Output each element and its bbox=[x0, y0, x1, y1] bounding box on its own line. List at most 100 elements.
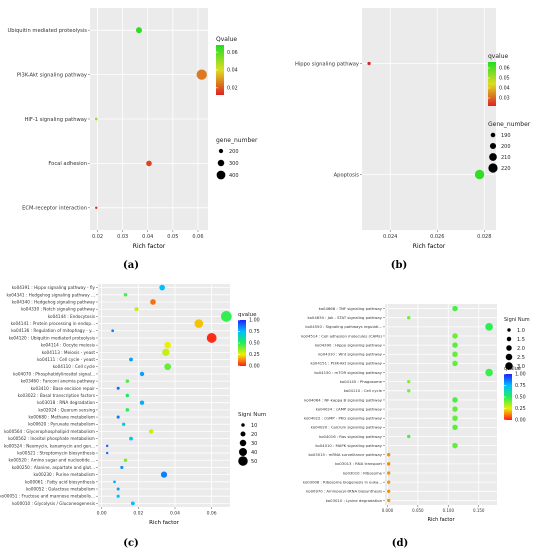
category-label: ko03010 : Ribosome bbox=[343, 470, 383, 475]
size-legend-point bbox=[505, 353, 513, 361]
size-legend-label: 1.0 bbox=[517, 328, 525, 334]
data-point bbox=[485, 323, 493, 331]
category-label: ko04630 : Jak - STAT signaling pathway bbox=[308, 315, 383, 320]
category-label: ECM-receptor interaction bbox=[22, 206, 87, 212]
category-label: ko03460 : Fanconi anemia pathway bbox=[21, 379, 96, 384]
category-label: Ubiquitin mediated proteolysis bbox=[7, 28, 87, 34]
category-label: HIF-1 signaling pathway bbox=[24, 117, 87, 123]
data-point bbox=[105, 451, 109, 455]
category-label: ko04070 : Phosphatidylinositol signal... bbox=[13, 371, 95, 376]
category-label: ko04151 : PI3K-Akt signaling pathway bbox=[311, 361, 383, 366]
category-label: ko03015 : mRNA surveillance pathway bbox=[308, 452, 382, 457]
color-legend-label: 0.05 bbox=[499, 76, 510, 82]
category-label: ko04391 : Hippo signaling pathway - fly bbox=[12, 285, 96, 290]
x-tick-label: 0.000 bbox=[382, 508, 394, 513]
x-tick-label: 0.150 bbox=[473, 508, 485, 513]
x-tick-label: 0.100 bbox=[443, 508, 455, 513]
data-point bbox=[386, 471, 391, 475]
category-label: ko04024 : cAMP signaling pathway bbox=[316, 406, 383, 411]
x-tick-label: 0.024 bbox=[383, 234, 397, 240]
category-label: ko00970 : Aminoacyl-tRNA biosynthesis bbox=[306, 489, 382, 494]
category-label: ko03022 : Basal transcription factors bbox=[18, 393, 95, 398]
category-label: ko03008 : Ribosome biogenesis in euka... bbox=[303, 479, 382, 484]
data-point bbox=[95, 206, 98, 210]
data-point bbox=[452, 424, 458, 431]
data-point bbox=[452, 351, 458, 357]
category-label: ko00562 : Inositol phosphate metabolism bbox=[8, 436, 95, 441]
color-legend-label: 0.25 bbox=[249, 352, 260, 358]
category-label: ko00230 : Purine metabolism bbox=[34, 472, 95, 477]
color-legend-label: 0.02 bbox=[227, 86, 238, 92]
data-point bbox=[386, 489, 391, 494]
category-label: ko00061 : Fatty acid biosynthesis bbox=[25, 479, 95, 484]
category-label: ko04141 : Protein processing in endop... bbox=[11, 321, 95, 326]
size-legend-label: 190 bbox=[501, 133, 511, 139]
data-point bbox=[452, 342, 458, 348]
category-label: ko04064 : NF-kappa B signaling pathway bbox=[304, 397, 383, 402]
size-legend-point bbox=[505, 362, 513, 370]
data-point bbox=[148, 429, 154, 434]
data-point bbox=[452, 360, 458, 367]
color-legend-label: 1.00 bbox=[515, 372, 526, 378]
data-point bbox=[125, 393, 130, 398]
data-point bbox=[129, 436, 133, 441]
x-tick-label: 0.04 bbox=[142, 234, 153, 240]
x-tick-label: 0.06 bbox=[207, 511, 217, 517]
category-label: ko04110 : Cell cycle bbox=[53, 364, 96, 369]
x-axis-title: Rich factor bbox=[133, 243, 166, 250]
panel-d: ko03010 : Lysine degradation ko00970 : Am… bbox=[301, 304, 530, 549]
data-point bbox=[386, 498, 391, 503]
size-legend-point bbox=[239, 439, 247, 447]
data-point bbox=[94, 117, 98, 121]
size-legend-point bbox=[241, 423, 245, 427]
category-label: ko00680 : Methane metabolism bbox=[28, 415, 95, 420]
category-label: ko00524 : Neomycin, kanamycin and gen... bbox=[4, 443, 95, 448]
x-tick-label: 0.02 bbox=[133, 511, 143, 517]
x-tick-label: 0.06 bbox=[192, 234, 203, 240]
color-legend-label: 0.04 bbox=[227, 68, 238, 74]
x-tick-label: 0.04 bbox=[170, 511, 180, 517]
size-legend-point bbox=[489, 142, 497, 150]
data-point bbox=[123, 458, 128, 462]
color-legend-label: 0.00 bbox=[249, 364, 260, 370]
panel-label: (d) bbox=[392, 538, 408, 549]
data-point bbox=[452, 442, 458, 449]
size-legend-point bbox=[506, 336, 512, 342]
category-label: ko00521 : Streptomycin biosynthesis bbox=[17, 451, 95, 456]
size-legend-label: 220 bbox=[501, 166, 511, 172]
category-label: ko04514 : Cell adhesion molecules (CAMs) bbox=[301, 333, 382, 338]
size-legend-label: 400 bbox=[229, 173, 239, 179]
panel-label: (c) bbox=[123, 538, 139, 549]
color-legend-bar bbox=[504, 374, 512, 420]
size-legend-label: 20 bbox=[251, 432, 257, 438]
data-point bbox=[121, 422, 126, 426]
color-legend-label: 0.03 bbox=[499, 96, 510, 102]
data-point bbox=[407, 315, 411, 320]
size-legend-label: 210 bbox=[501, 155, 511, 161]
category-label: ko04111 : Cell cycle - yeast bbox=[37, 357, 95, 362]
data-point bbox=[407, 389, 411, 393]
size-legend-label: 2.0 bbox=[517, 346, 525, 352]
category-label: ko04022 : cGMP - PKG signaling pathway bbox=[304, 416, 383, 421]
color-legend-label: 0.50 bbox=[249, 341, 260, 347]
size-legend-label: 10 bbox=[251, 423, 257, 429]
category-label: ko00052 : Galactose metabolism bbox=[26, 486, 95, 491]
x-axis-title: Rich factor bbox=[413, 243, 446, 250]
color-legend-bar bbox=[488, 62, 496, 106]
size-legend-point bbox=[240, 431, 246, 437]
category-label: Apoptosis bbox=[334, 172, 360, 178]
color-legend-label: 0.00 bbox=[515, 418, 526, 424]
data-point bbox=[386, 462, 391, 466]
data-point bbox=[220, 311, 232, 322]
category-label: ko00250 : Alanine, aspartate and glut... bbox=[12, 465, 95, 470]
size-legend-point bbox=[488, 163, 498, 173]
size-legend-label: 40 bbox=[251, 450, 257, 456]
data-point bbox=[164, 341, 171, 349]
data-point bbox=[125, 408, 130, 412]
size-legend-point bbox=[506, 345, 512, 351]
size-legend-point bbox=[489, 153, 497, 161]
category-label: ko03018 : RNA degradation bbox=[37, 400, 95, 405]
data-point bbox=[150, 299, 156, 305]
category-label: Focal adhesion bbox=[48, 161, 87, 167]
